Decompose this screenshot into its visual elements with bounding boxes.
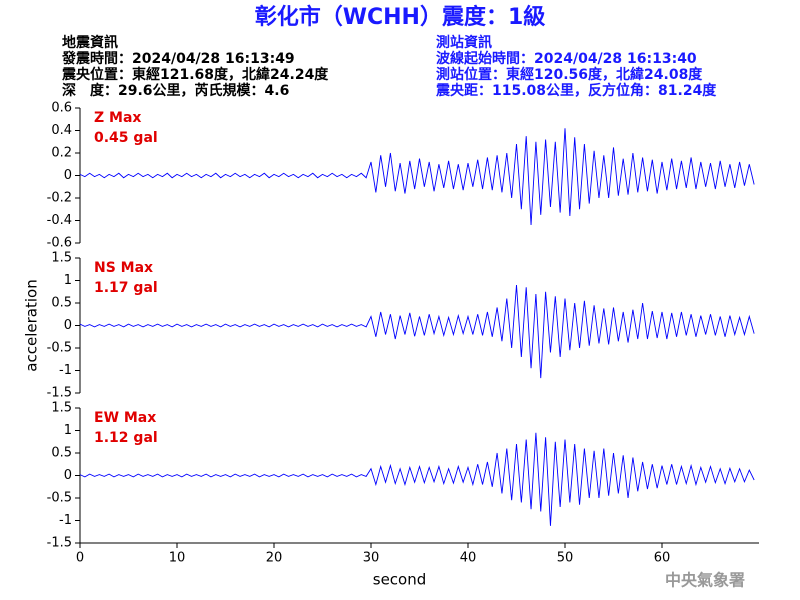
max-annotation: NS Max <box>94 260 153 276</box>
y-tick-label: 0.4 <box>51 123 72 138</box>
y-tick-label: -1.5 <box>47 386 72 401</box>
waveform <box>79 432 755 526</box>
info-right: 波線起始時間：2024/04/28 16:13:40 <box>436 50 697 67</box>
x-tick-label: 30 <box>363 551 380 566</box>
y-tick-label: 0 <box>64 468 72 483</box>
y-tick-label: 0.5 <box>51 296 72 311</box>
chart-title: 彰化市（WCHH）震度：1級 <box>255 4 546 30</box>
x-tick-label: 50 <box>557 551 574 566</box>
max-annotation: Z Max <box>94 110 141 126</box>
waveform <box>79 128 755 226</box>
max-annotation: EW Max <box>94 410 156 426</box>
x-tick-label: 10 <box>169 551 186 566</box>
info-left: 地震資訊 <box>62 34 118 51</box>
info-left: 發震時間：2024/04/28 16:13:49 <box>61 50 295 67</box>
y-tick-label: -0.5 <box>47 491 72 506</box>
y-tick-label: 1.5 <box>51 401 72 416</box>
info-left: 深 度：29.6公里，芮氏規模：4.6 <box>62 82 289 99</box>
y-tick-label: -0.4 <box>47 213 72 228</box>
info-right: 震央距：115.08公里，反方位角：81.24度 <box>435 82 717 99</box>
y-tick-label: 1.5 <box>51 251 72 266</box>
y-tick-label: 1 <box>64 273 72 288</box>
agency-mark: 中央氣象署 <box>665 571 745 590</box>
waveform <box>79 284 755 379</box>
y-tick-label: -1 <box>59 513 72 528</box>
y-tick-label: 0.5 <box>51 446 72 461</box>
y-tick-label: -0.5 <box>47 341 72 356</box>
max-annotation: 0.45 gal <box>94 130 158 146</box>
y-tick-label: 0.2 <box>51 146 72 161</box>
y-tick-label: -1 <box>59 363 72 378</box>
x-tick-label: 20 <box>266 551 283 566</box>
y-tick-label: 1 <box>64 423 72 438</box>
info-right: 測站資訊 <box>436 34 492 51</box>
max-annotation: 1.17 gal <box>94 280 158 296</box>
y-axis-label: acceleration <box>23 279 41 371</box>
max-annotation: 1.12 gal <box>94 430 158 446</box>
y-tick-label: -1.5 <box>47 536 72 551</box>
x-tick-label: 0 <box>76 551 84 566</box>
y-tick-label: -0.6 <box>47 236 72 251</box>
y-tick-label: 0 <box>64 318 72 333</box>
y-tick-label: 0.6 <box>51 101 72 116</box>
info-right: 測站位置：東經120.56度，北緯24.08度 <box>436 66 703 83</box>
x-tick-label: 40 <box>460 551 477 566</box>
x-tick-label: 60 <box>654 551 671 566</box>
info-left: 震央位置：東經121.68度，北緯24.24度 <box>61 66 329 83</box>
x-axis-label: second <box>373 571 427 589</box>
y-tick-label: 0 <box>64 168 72 183</box>
y-tick-label: -0.2 <box>47 191 72 206</box>
